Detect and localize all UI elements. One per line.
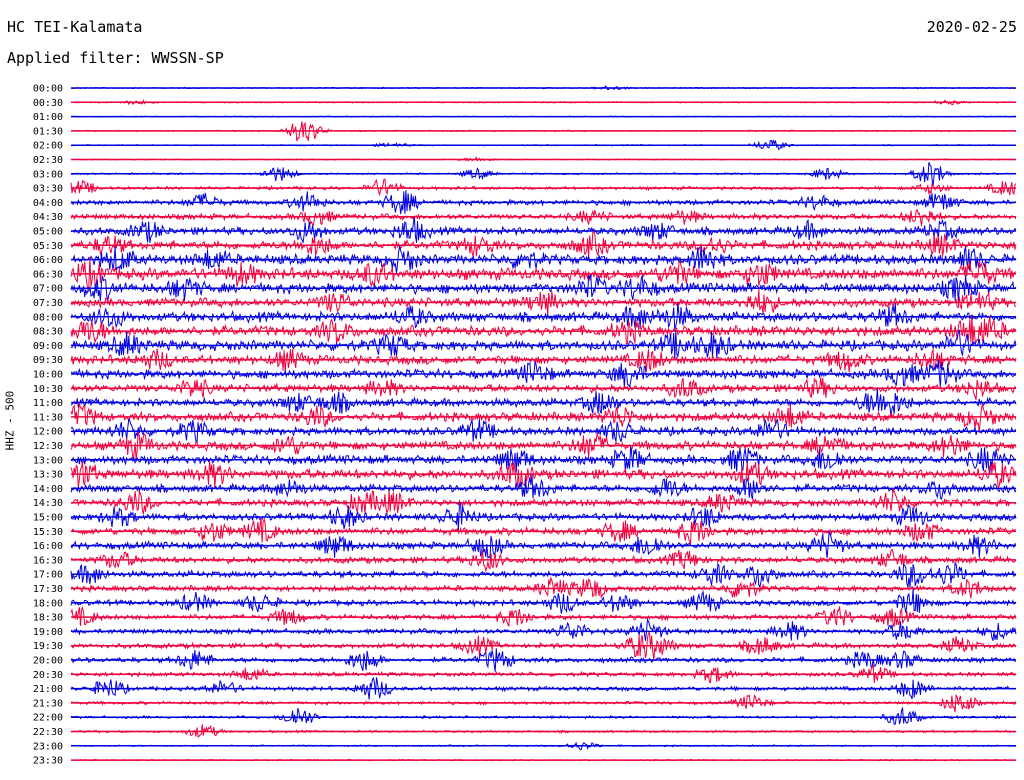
time-tick-label: 11:00 [33,398,63,409]
trace-1900 [70,617,1017,641]
time-tick-label: 07:00 [33,284,63,295]
trace-2130 [70,693,1017,713]
filter-label: Applied filter: WWSSN-SP [7,49,224,67]
trace-1130 [70,403,1017,433]
time-labels: 00:00 00:30 01:00 01:30 02:00 02:30 03:00 03:30… [33,84,63,767]
time-tick-label: 02:30 [33,155,63,166]
time-tick-label: 08:00 [33,312,63,323]
time-tick-label: 12:00 [33,427,63,438]
time-tick-label: 08:30 [33,327,63,338]
time-tick-label: 18:00 [33,598,63,609]
trace-1700 [70,561,1017,589]
time-tick-label: 01:30 [33,126,63,137]
time-tick-label: 00:00 [33,84,63,95]
trace-0500 [70,217,1017,244]
time-tick-label: 14:30 [33,498,63,509]
trace-1200 [70,418,1017,445]
time-tick-label: 22:00 [33,713,63,724]
time-tick-label: 21:00 [33,684,63,695]
time-tick-label: 04:00 [33,198,63,209]
trace-1030 [70,377,1017,401]
time-tick-label: 20:30 [33,670,63,681]
time-tick-label: 09:00 [33,341,63,352]
trace-0930 [70,348,1017,373]
time-tick-label: 00:30 [33,98,63,109]
time-tick-label: 15:30 [33,527,63,538]
trace-1500 [70,501,1017,531]
time-tick-label: 10:00 [33,370,63,381]
time-tick-label: 17:30 [33,584,63,595]
trace-1400 [70,474,1017,501]
time-tick-label: 17:00 [33,570,63,581]
time-tick-label: 19:00 [33,627,63,638]
trace-0330 [70,178,1017,197]
time-tick-label: 03:00 [33,169,63,180]
trace-1600 [70,529,1017,560]
trace-0630 [70,257,1017,291]
trace-1330 [70,460,1017,490]
seismic-traces [70,85,1017,762]
time-tick-label: 13:30 [33,470,63,481]
trace-0600 [70,245,1017,274]
time-tick-label: 16:30 [33,555,63,566]
time-tick-label: 12:30 [33,441,63,452]
time-tick-label: 02:00 [33,141,63,152]
time-tick-label: 06:00 [33,255,63,266]
time-tick-label: 05:00 [33,227,63,238]
time-tick-label: 06:30 [33,269,63,280]
trace-0830 [70,314,1017,345]
trace-0530 [70,230,1017,258]
time-tick-label: 05:30 [33,241,63,252]
trace-0700 [70,274,1017,303]
trace-2230 [70,724,1017,738]
time-tick-label: 07:30 [33,298,63,309]
time-tick-label: 19:30 [33,641,63,652]
time-tick-label: 03:30 [33,184,63,195]
time-tick-label: 22:30 [33,727,63,738]
station-title: HC TEI-Kalamata [7,18,143,36]
time-tick-label: 20:00 [33,656,63,667]
time-tick-label: 11:30 [33,412,63,423]
time-tick-label: 23:00 [33,741,63,752]
time-tick-label: 14:00 [33,484,63,495]
time-tick-label: 13:00 [33,455,63,466]
time-tick-label: 09:30 [33,355,63,366]
recording-date: 2020-02-25 [926,18,1017,36]
time-tick-label: 18:30 [33,613,63,624]
time-tick-label: 10:30 [33,384,63,395]
trace-2200 [70,706,1017,725]
trace-1800 [70,589,1017,614]
time-tick-label: 21:30 [33,698,63,709]
time-tick-label: 15:00 [33,513,63,524]
trace-1530 [70,517,1016,546]
trace-0800 [70,302,1017,331]
time-tick-label: 16:00 [33,541,63,552]
trace-0430 [70,208,1017,227]
time-tick-label: 04:30 [33,212,63,223]
trace-0900 [70,329,1017,360]
time-tick-label: 23:30 [33,756,63,767]
time-tick-label: 01:00 [33,112,63,123]
